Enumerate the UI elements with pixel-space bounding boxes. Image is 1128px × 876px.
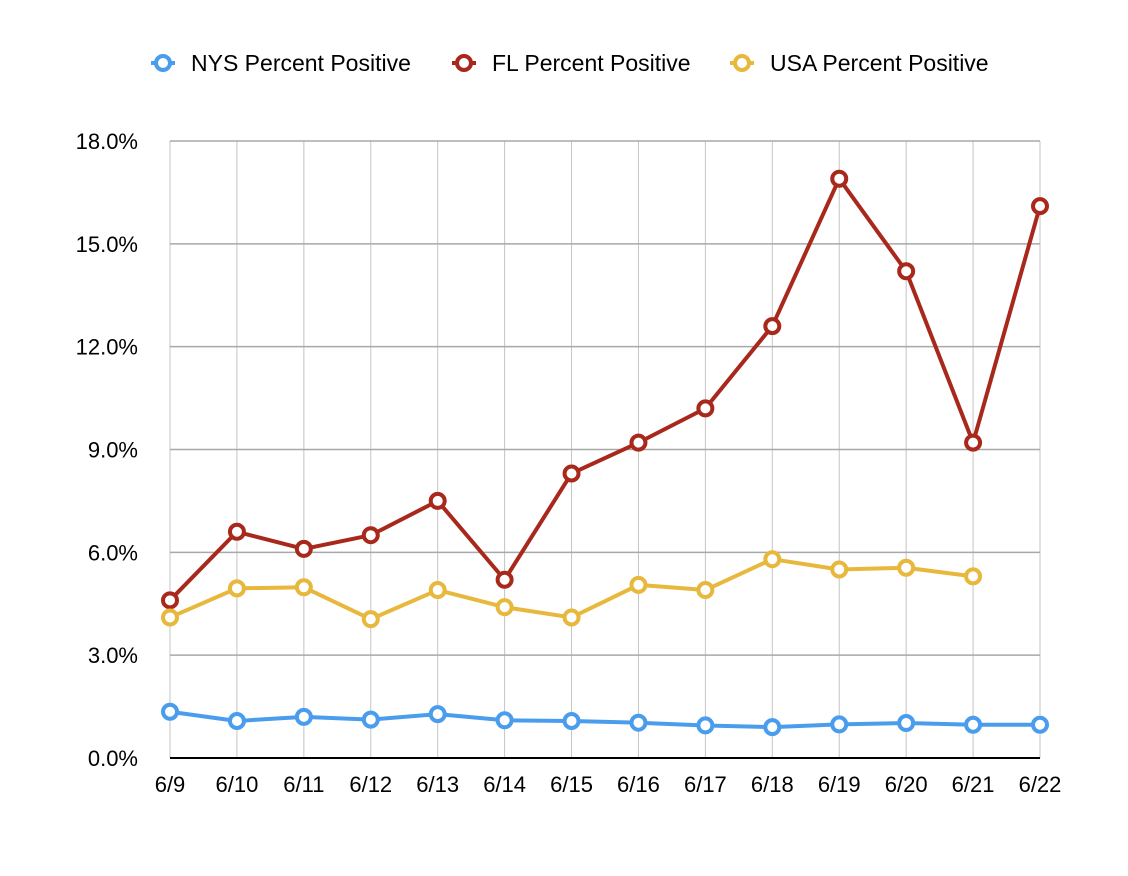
data-point xyxy=(830,169,849,188)
legend: NYS Percent Positive FL Percent Positive U… xyxy=(151,50,989,76)
legend-label: USA Percent Positive xyxy=(770,50,989,76)
x-tick-label: 6/15 xyxy=(550,772,593,797)
data-point xyxy=(629,575,648,594)
data-point xyxy=(1031,715,1049,734)
data-point xyxy=(1031,197,1049,216)
data-point xyxy=(227,711,246,730)
data-point xyxy=(763,317,782,336)
series-line xyxy=(169,709,1040,730)
data-point xyxy=(830,560,849,579)
data-point xyxy=(562,711,581,730)
data-point xyxy=(294,578,313,597)
x-tick-label: 6/17 xyxy=(684,772,727,797)
data-point xyxy=(629,713,648,732)
data-point xyxy=(696,399,715,418)
y-tick-label: 0.0% xyxy=(88,746,138,771)
data-point xyxy=(361,526,380,545)
legend-marker xyxy=(733,54,751,72)
data-point xyxy=(897,558,916,577)
y-tick-label: 3.0% xyxy=(88,643,138,668)
x-tick-label: 6/12 xyxy=(349,772,392,797)
x-tick-label: 6/16 xyxy=(617,772,660,797)
x-tick-label: 6/9 xyxy=(155,772,186,797)
legend-marker xyxy=(455,54,473,72)
x-tick-label: 6/14 xyxy=(483,772,526,797)
data-point xyxy=(227,579,246,598)
x-tick-label: 6/13 xyxy=(416,772,459,797)
data-point xyxy=(361,610,380,629)
data-point xyxy=(830,715,849,734)
x-tick-label: 6/19 xyxy=(818,772,861,797)
data-point xyxy=(696,581,715,600)
data-point xyxy=(562,608,581,627)
y-tick-label: 15.0% xyxy=(76,232,138,257)
legend-label: FL Percent Positive xyxy=(492,50,691,76)
data-point xyxy=(161,608,179,627)
series-lines xyxy=(161,169,1049,737)
data-point xyxy=(763,550,782,569)
legend-marker xyxy=(154,54,172,72)
data-point xyxy=(964,433,983,452)
legend-item: USA Percent Positive xyxy=(730,50,989,76)
series-2 xyxy=(161,550,983,629)
data-point xyxy=(897,262,916,281)
y-tick-label: 9.0% xyxy=(88,438,138,463)
x-tick-label: 6/20 xyxy=(885,772,928,797)
data-point xyxy=(161,702,179,721)
data-point xyxy=(964,715,983,734)
data-point xyxy=(629,433,648,452)
data-point xyxy=(294,539,313,558)
x-tick-label: 6/22 xyxy=(1019,772,1062,797)
x-tick-label: 6/21 xyxy=(952,772,995,797)
series-line xyxy=(168,176,1042,602)
y-tick-label: 12.0% xyxy=(76,335,138,360)
x-tick-label: 6/11 xyxy=(283,772,324,797)
legend-item: FL Percent Positive xyxy=(452,50,691,76)
grid xyxy=(169,140,1041,758)
data-point xyxy=(562,464,581,483)
data-point xyxy=(696,716,715,735)
y-tick-label: 18.0% xyxy=(76,129,138,154)
data-point xyxy=(428,705,447,724)
legend-label: NYS Percent Positive xyxy=(191,50,411,76)
y-tick-label: 6.0% xyxy=(88,540,138,565)
data-point xyxy=(495,570,514,589)
series-1 xyxy=(161,169,1049,610)
data-point xyxy=(294,707,313,726)
series-0 xyxy=(161,702,1049,737)
data-point xyxy=(428,581,447,600)
data-point xyxy=(495,711,514,730)
data-point xyxy=(361,710,380,729)
data-point xyxy=(763,718,782,737)
data-point xyxy=(897,714,916,733)
x-tick-label: 6/18 xyxy=(751,772,794,797)
axes: 0.0% 3.0% 6.0% 9.0% 12.0% 15.0% 18.0% 6/9 6/10 6/… xyxy=(76,129,1062,797)
data-point xyxy=(495,598,514,617)
data-point xyxy=(964,567,983,586)
data-point xyxy=(428,491,447,510)
legend-item: NYS Percent Positive xyxy=(151,50,411,76)
x-tick-label: 6/10 xyxy=(216,772,259,797)
data-point xyxy=(227,522,246,541)
data-point xyxy=(161,591,179,610)
